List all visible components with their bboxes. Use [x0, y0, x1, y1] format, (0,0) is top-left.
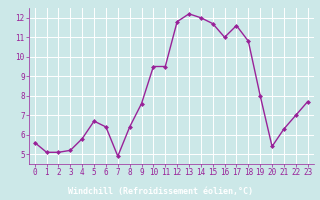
Text: Windchill (Refroidissement éolien,°C): Windchill (Refroidissement éolien,°C): [68, 187, 252, 196]
